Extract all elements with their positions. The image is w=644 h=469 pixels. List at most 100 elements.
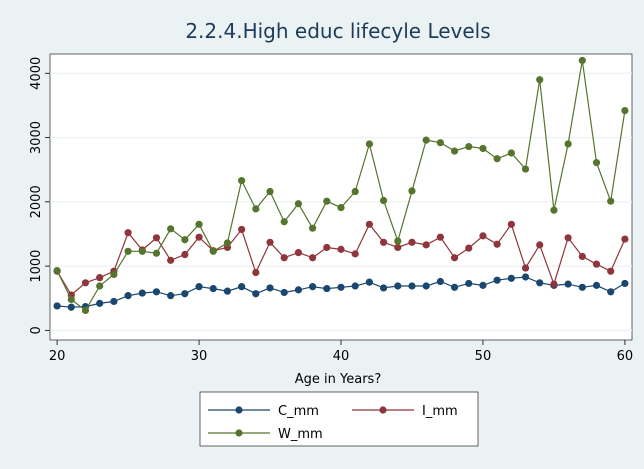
data-point-c-mm — [592, 281, 601, 289]
data-point-c-mm — [280, 288, 288, 297]
data-point-i-mm — [309, 254, 317, 262]
data-point-i-mm — [536, 241, 544, 249]
data-point-i-mm — [479, 232, 487, 240]
data-point-w-mm — [365, 140, 373, 148]
data-point-w-mm — [110, 270, 118, 279]
data-point-i-mm — [379, 238, 388, 246]
data-point-w-mm — [337, 204, 345, 212]
legend-marker-c-mm — [235, 406, 243, 414]
data-point-c-mm — [238, 283, 246, 291]
data-point-i-mm — [465, 244, 473, 252]
data-point-i-mm — [422, 241, 430, 249]
data-point-i-mm — [607, 267, 615, 275]
data-point-c-mm — [394, 282, 402, 290]
data-point-i-mm — [351, 250, 359, 258]
data-point-w-mm — [465, 142, 473, 151]
data-point-w-mm — [479, 144, 487, 153]
data-point-c-mm — [53, 302, 61, 310]
data-point-c-mm — [479, 281, 487, 289]
data-point-i-mm — [238, 225, 246, 234]
data-point-w-mm — [521, 165, 530, 173]
data-point-i-mm — [436, 233, 444, 241]
data-point-w-mm — [394, 237, 402, 245]
x-axis-label: Age in Years? — [295, 372, 381, 387]
data-point-c-mm — [578, 283, 586, 291]
x-tick-label: 60 — [617, 349, 634, 364]
data-point-c-mm — [365, 278, 373, 286]
data-point-i-mm — [266, 238, 274, 246]
data-point-w-mm — [507, 149, 515, 157]
x-tick-label: 40 — [333, 349, 350, 364]
data-point-w-mm — [67, 295, 75, 304]
data-point-c-mm — [96, 299, 104, 307]
y-tick-label: 1000 — [29, 250, 44, 283]
data-point-c-mm — [507, 274, 515, 282]
data-point-i-mm — [124, 229, 132, 237]
data-point-c-mm — [309, 283, 317, 291]
series-layer — [53, 56, 629, 315]
legend-label-c-mm: C_mm — [278, 404, 319, 419]
data-point-i-mm — [507, 220, 515, 228]
data-point-i-mm — [96, 274, 104, 282]
data-point-i-mm — [152, 234, 161, 242]
data-point-i-mm — [578, 252, 586, 261]
data-point-i-mm — [181, 250, 189, 259]
data-point-c-mm — [252, 290, 260, 298]
data-point-c-mm — [110, 297, 118, 306]
plot-area — [49, 53, 633, 341]
legend-label-w-mm: W_mm — [278, 427, 323, 442]
data-point-w-mm — [450, 147, 459, 155]
data-point-w-mm — [564, 140, 572, 148]
data-point-w-mm — [167, 225, 175, 233]
data-point-c-mm — [195, 283, 203, 291]
data-point-c-mm — [294, 286, 303, 294]
data-point-c-mm — [209, 284, 217, 293]
data-point-c-mm — [422, 282, 430, 290]
data-point-i-mm — [408, 238, 416, 246]
data-point-i-mm — [365, 220, 373, 228]
data-point-i-mm — [550, 280, 558, 288]
data-point-c-mm — [408, 282, 416, 290]
data-point-w-mm — [138, 247, 146, 255]
data-point-w-mm — [422, 136, 430, 144]
data-point-w-mm — [351, 187, 359, 196]
x-tick-label: 30 — [191, 349, 208, 364]
data-point-w-mm — [209, 247, 217, 255]
data-point-i-mm — [195, 233, 203, 241]
data-point-w-mm — [379, 196, 388, 205]
data-point-w-mm — [536, 76, 544, 84]
data-point-i-mm — [252, 268, 260, 277]
data-point-w-mm — [124, 247, 132, 255]
data-point-c-mm — [167, 292, 175, 300]
data-point-c-mm — [181, 290, 189, 298]
data-point-c-mm — [337, 283, 345, 291]
data-point-i-mm — [493, 240, 501, 248]
data-point-c-mm — [323, 284, 331, 293]
data-point-i-mm — [81, 279, 90, 287]
data-point-c-mm — [379, 284, 388, 292]
data-point-w-mm — [408, 187, 416, 195]
data-point-c-mm — [564, 280, 572, 288]
data-point-i-mm — [294, 248, 303, 257]
data-point-w-mm — [578, 56, 586, 65]
data-point-c-mm — [465, 279, 473, 288]
data-point-c-mm — [436, 277, 444, 286]
data-point-i-mm — [592, 260, 601, 268]
data-point-w-mm — [309, 224, 317, 232]
x-tick-label: 50 — [475, 349, 492, 364]
data-point-c-mm — [266, 284, 274, 292]
legend-marker-i-mm — [379, 406, 387, 414]
data-point-w-mm — [152, 249, 161, 257]
data-point-w-mm — [195, 220, 203, 228]
data-point-w-mm — [252, 205, 260, 213]
data-point-c-mm — [67, 303, 75, 311]
data-point-c-mm — [621, 279, 629, 288]
data-point-c-mm — [536, 279, 544, 287]
data-point-w-mm — [550, 206, 558, 214]
chart-title: 2.2.4.High educ lifecyle Levels — [185, 19, 490, 43]
legend-box — [199, 391, 479, 447]
legend: C_mm I_mm W_mm — [199, 391, 479, 447]
data-point-w-mm — [280, 218, 288, 226]
data-point-c-mm — [223, 287, 232, 295]
